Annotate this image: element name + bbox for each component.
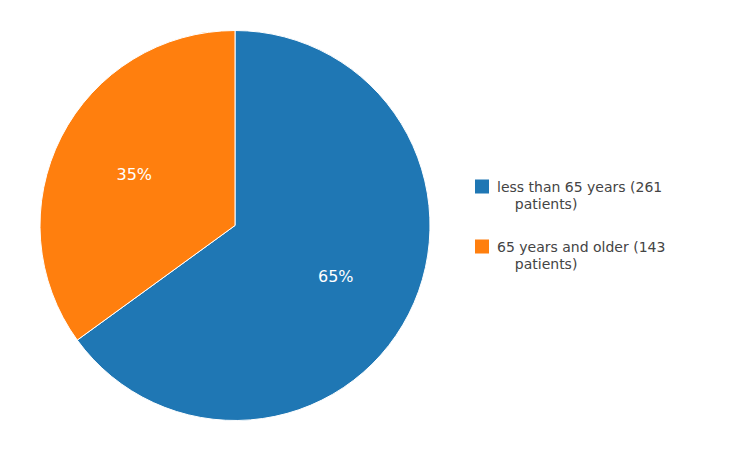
legend-swatch <box>475 240 489 254</box>
data-label: 65% <box>318 267 354 286</box>
legend-label-line: 65 years and older (143 <box>497 239 665 255</box>
legend-label-line: less than 65 years (261 <box>497 179 662 195</box>
legend-label-line: patients) <box>497 196 577 212</box>
chart-svg: 65%35%less than 65 years (261 patients)6… <box>0 0 752 451</box>
legend-swatch <box>475 180 489 194</box>
legend-label: less than 65 years (261 patients) <box>497 179 662 212</box>
legend-item: 65 years and older (143 patients) <box>475 239 665 272</box>
pie-slice <box>40 31 235 341</box>
legend: less than 65 years (261 patients)65 year… <box>475 179 665 272</box>
pie: 65% 35% <box>40 31 430 421</box>
data-label: 35% <box>116 165 152 184</box>
legend-label: 65 years and older (143 patients) <box>497 239 665 272</box>
legend-label-line: patients) <box>497 256 577 272</box>
legend-item: less than 65 years (261 patients) <box>475 179 662 212</box>
